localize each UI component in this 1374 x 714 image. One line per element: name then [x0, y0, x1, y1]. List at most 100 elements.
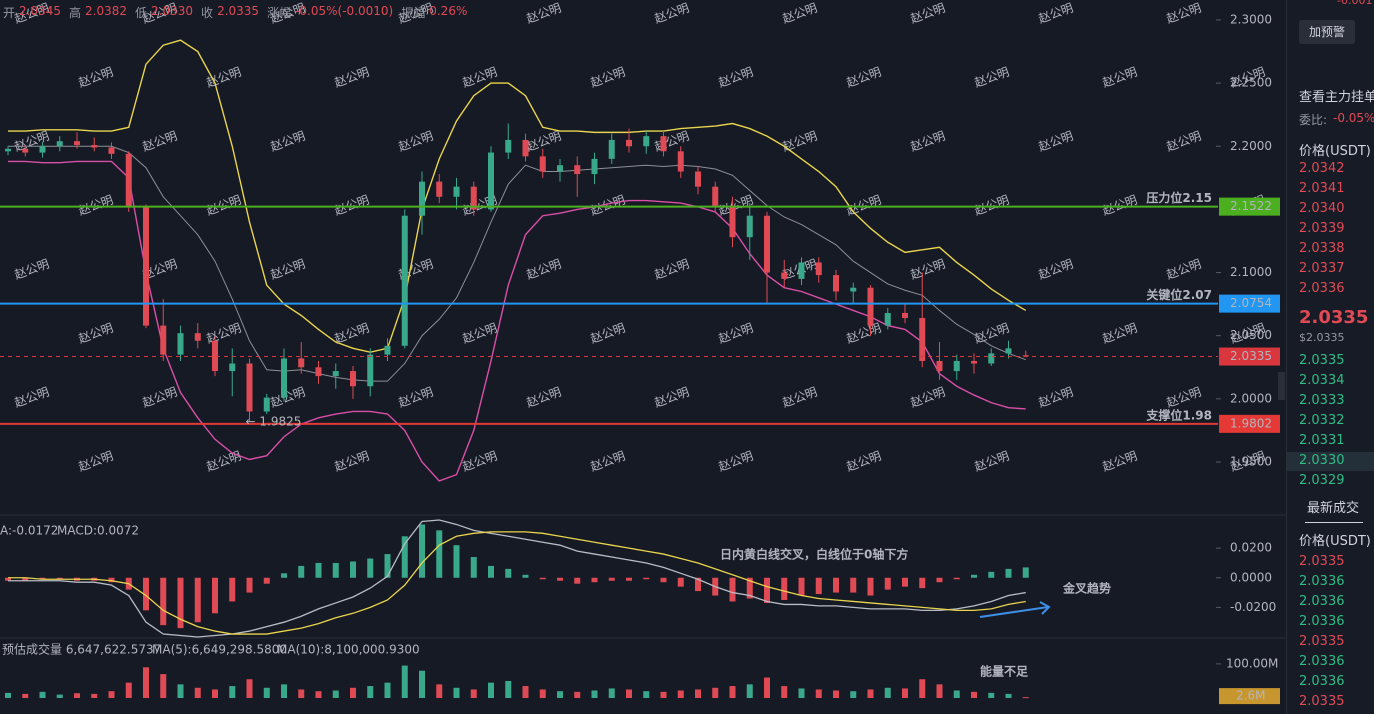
panel-toggle[interactable]: [1278, 372, 1285, 400]
candle-body: [298, 358, 305, 368]
watermark: 赵公明: [652, 1, 691, 26]
candle-body: [315, 367, 322, 377]
y-tick-label: 2.2000: [1230, 139, 1272, 153]
macd-bar: [384, 554, 391, 578]
macd-bar: [781, 577, 788, 600]
candle-body: [867, 287, 874, 326]
y-tick-label: 2.1000: [1230, 265, 1272, 279]
watermark: 赵公明: [332, 65, 371, 90]
arrow: [979, 606, 1049, 618]
volume-bar: [453, 687, 460, 698]
candle-body: [626, 139, 632, 147]
watermark: 赵公明: [780, 1, 819, 26]
volume-bar: [626, 689, 632, 698]
bid-price: 2.0331: [1299, 433, 1345, 448]
watermark: 赵公明: [12, 257, 51, 282]
basis: -0.001: [1337, 0, 1373, 7]
volume-bar: [436, 684, 443, 698]
volume-bar: [246, 679, 253, 698]
candle-body: [281, 358, 287, 398]
ask-price: 2.0340: [1299, 201, 1345, 216]
candle-body: [263, 397, 270, 412]
macd-bar: [798, 577, 805, 596]
volume-bar: [91, 693, 98, 698]
macd-bar: [953, 577, 960, 580]
candle-body: [470, 186, 477, 210]
volume-bar: [953, 690, 960, 698]
macd-bar: [988, 571, 995, 578]
bid-price: 2.0332: [1299, 413, 1345, 428]
watermark: 赵公明: [332, 193, 371, 218]
macd-line: [8, 531, 1026, 635]
ask-price: 2.0339: [1299, 221, 1345, 236]
macd-bar: [833, 577, 839, 593]
last-price-value: 2.0335: [1230, 349, 1272, 363]
watermark: 赵公明: [396, 385, 435, 410]
macd-bar: [919, 577, 926, 589]
y-tick-label: 2.0000: [1230, 391, 1272, 405]
macd-bar: [281, 573, 287, 578]
candle-body: [557, 165, 563, 172]
macd-bar: [22, 577, 29, 581]
macd-bar: [177, 577, 184, 629]
volume-bar: [608, 688, 615, 698]
macd-bar: [677, 577, 684, 587]
ohlc-value: -0.05%(-0.0010): [295, 4, 394, 18]
alert-button[interactable]: 加预警: [1299, 20, 1355, 44]
ohlc-label: 涨幅: [267, 6, 292, 20]
trade-price: 2.0335: [1299, 694, 1345, 709]
y-tick-label: 0.0200: [1230, 541, 1272, 555]
bid-price: 2.0334: [1299, 373, 1345, 388]
trades-title: 最新成交: [1307, 501, 1360, 516]
candle-body: [608, 139, 615, 159]
candle-body: [677, 151, 684, 172]
candle-body: [91, 144, 98, 148]
ohlc-header: 开 2.0345 高 2.0382 低 2.0330 收 2.0335 涨幅 -0.05%(-0.…: [3, 4, 471, 21]
candle-body: [660, 136, 667, 152]
candle-body: [505, 139, 512, 153]
volume-bar: [867, 689, 874, 698]
bid-price: 2.0330: [1299, 453, 1345, 468]
watermark: 赵公明: [76, 321, 115, 346]
macd-bar: [971, 574, 977, 578]
volume-bar: [712, 687, 719, 698]
candle-body: [936, 360, 943, 372]
volume-bar: [5, 692, 11, 698]
watermark: 赵公明: [524, 257, 563, 282]
macd-bar: [453, 545, 460, 578]
candle-body: [125, 153, 132, 207]
macd-bar: [539, 577, 546, 580]
volume-bar: [522, 686, 529, 698]
volume-bar: [194, 687, 201, 698]
volume-bar: [350, 687, 356, 698]
candle-body: [522, 139, 529, 157]
watermark: 赵公明: [588, 65, 627, 90]
macd-annotation: 日内黄白线交叉，白线位于0轴下方: [720, 547, 908, 562]
macd-bar: [229, 577, 236, 602]
price-header: 价格(USDT): [1299, 144, 1371, 159]
macd-bar: [902, 577, 908, 587]
ask-price: 2.0342: [1299, 161, 1345, 176]
watermark: 赵公明: [716, 449, 755, 474]
bid-price: 2.0335: [1299, 353, 1345, 368]
watermark: 赵公明: [780, 129, 819, 154]
watermark: 赵公明: [972, 65, 1011, 90]
macd-bar: [936, 577, 943, 583]
watermark: 赵公明: [652, 257, 691, 282]
volume-bar: [902, 688, 908, 698]
trades-header: 价格(USDT): [1299, 534, 1371, 549]
volume-bar: [643, 691, 650, 698]
volume-current-label: 2.6M: [1236, 689, 1265, 703]
watermark: 赵公明: [1100, 321, 1139, 346]
watermark: 赵公明: [908, 129, 947, 154]
volume-bar: [367, 686, 374, 698]
macd-bar: [488, 565, 494, 578]
candle-body: [229, 363, 236, 372]
volume-legend: 预估成交量 6,647,622.5737: [2, 642, 161, 657]
watermark: 赵公明: [204, 321, 243, 346]
macd-bar: [470, 557, 477, 578]
macd-bar: [419, 524, 425, 578]
candle-body: [160, 325, 167, 355]
macd-bar: [660, 577, 667, 583]
candle-body: [419, 181, 425, 216]
